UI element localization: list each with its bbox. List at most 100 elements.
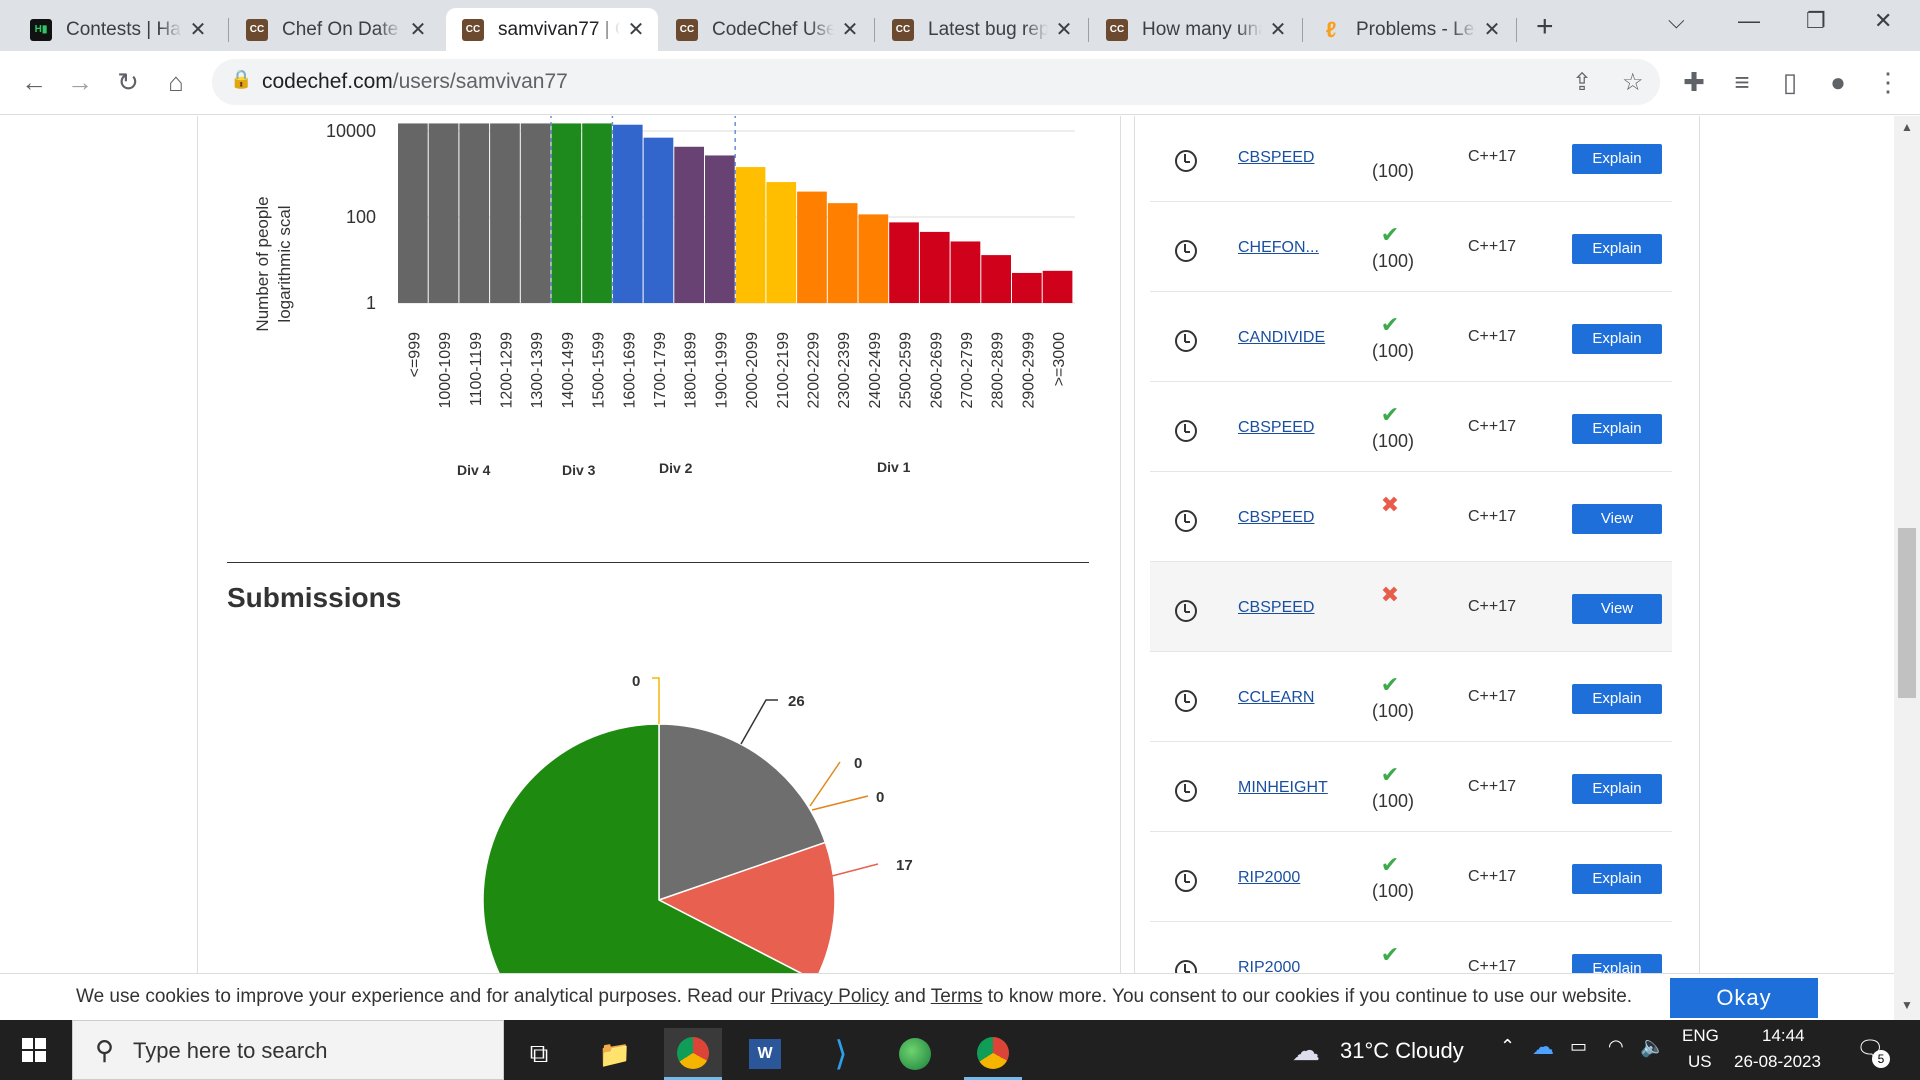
page-scrollbar[interactable]: ▲ ▼: [1894, 116, 1920, 1020]
volume-icon[interactable]: 🔈: [1640, 1036, 1665, 1058]
clock-icon[interactable]: [1175, 510, 1197, 532]
problem-link[interactable]: CCLEARN: [1238, 689, 1315, 706]
submission-language: C++17: [1468, 868, 1517, 885]
x-tick-label: 1200-1299: [498, 332, 515, 409]
vscode-icon[interactable]: ⟩: [834, 1035, 848, 1073]
cookie-okay-button[interactable]: Okay: [1670, 978, 1818, 1018]
close-icon[interactable]: ✕: [1483, 19, 1501, 41]
privacy-policy-link[interactable]: Privacy Policy: [770, 986, 889, 1007]
word-icon[interactable]: W: [736, 1028, 794, 1080]
chart-bar: [612, 124, 643, 303]
home-icon[interactable]: ⌂: [168, 67, 184, 97]
explain-button[interactable]: Explain: [1572, 234, 1662, 264]
bookmark-star-icon[interactable]: ☆: [1622, 69, 1644, 96]
side-panel-icon[interactable]: ▯: [1782, 67, 1798, 97]
tab-codechef-user[interactable]: CC CodeChef User Profile ✕: [660, 8, 872, 51]
problem-link[interactable]: MINHEIGHT: [1238, 779, 1328, 796]
battery-icon[interactable]: ▭: [1570, 1036, 1588, 1056]
div-2-label: Div 2: [659, 460, 693, 476]
wifi-icon[interactable]: ◠: [1608, 1036, 1624, 1056]
explain-button[interactable]: Explain: [1572, 864, 1662, 894]
address-bar[interactable]: 🔒 codechef.com/users/samvivan77 ⇪ ☆: [212, 59, 1660, 105]
browser-globe-icon[interactable]: [886, 1028, 944, 1080]
chrome-taskbar-icon[interactable]: [664, 1028, 722, 1080]
file-explorer-icon[interactable]: 📁: [598, 1038, 632, 1069]
share-icon[interactable]: ⇪: [1572, 69, 1593, 96]
tab-leetcode-problems[interactable]: ℓ Problems - LeetCode ✕: [1304, 8, 1514, 51]
tab-chef-on-date[interactable]: CC Chef On Date - CodeChef ✕: [230, 8, 440, 51]
minimize-button[interactable]: —: [1738, 8, 1760, 33]
close-icon[interactable]: ✕: [189, 19, 207, 41]
forward-icon[interactable]: →: [67, 67, 93, 97]
explain-button[interactable]: Explain: [1572, 324, 1662, 354]
url-text[interactable]: codechef.com/users/samvivan77: [262, 70, 568, 93]
back-icon[interactable]: ←: [21, 67, 47, 97]
explain-button[interactable]: Explain: [1572, 684, 1662, 714]
problem-link[interactable]: CANDIVIDE: [1238, 329, 1326, 346]
explain-button[interactable]: Explain: [1572, 144, 1662, 174]
problem-link[interactable]: CHEFON...: [1238, 239, 1319, 256]
windows-start-icon[interactable]: [22, 1038, 46, 1062]
tab-latest-bug-reports[interactable]: CC Latest bug reports ✕: [876, 8, 1086, 51]
submission-row: CANDIVIDE ✔ (100) C++17 Explain: [1150, 292, 1672, 382]
close-icon[interactable]: ✕: [1269, 19, 1287, 41]
problem-link[interactable]: RIP2000: [1238, 959, 1301, 976]
restore-button[interactable]: ❐: [1806, 8, 1826, 33]
clock-icon[interactable]: [1175, 780, 1197, 802]
reload-icon[interactable]: ↻: [117, 67, 139, 97]
tab-search-icon[interactable]: ⌵: [1668, 8, 1685, 33]
chart-bar: [827, 203, 858, 303]
submission-score: (100): [1372, 161, 1415, 181]
tab-how-many-unattempted[interactable]: CC How many unattempted ✕: [1090, 8, 1300, 51]
clock-icon[interactable]: [1175, 330, 1197, 352]
taskbar-search-box[interactable]: ⚲ Type here to search: [72, 1020, 504, 1080]
onedrive-icon[interactable]: ☁: [1532, 1034, 1554, 1059]
x-tick-label: 2400-2499: [867, 332, 884, 409]
codechef-icon: CC: [676, 18, 698, 41]
clock-icon[interactable]: [1175, 150, 1197, 172]
x-tick-label: 1100-1199: [468, 332, 485, 406]
close-icon[interactable]: ✕: [627, 19, 645, 41]
clock-date[interactable]: 26-08-2023: [1734, 1052, 1821, 1071]
terms-link[interactable]: Terms: [930, 986, 983, 1007]
show-hidden-icons-icon[interactable]: ⌃: [1500, 1036, 1516, 1056]
close-icon[interactable]: ✕: [1055, 19, 1073, 41]
tab-samvivan77-profile[interactable]: CC samvivan77 | CodeChef User Profile ✕: [446, 8, 658, 51]
pie-slice: [657, 841, 836, 982]
close-icon[interactable]: ✕: [841, 19, 859, 41]
chrome-profile-taskbar-icon[interactable]: [964, 1028, 1022, 1080]
codechef-icon: CC: [462, 18, 484, 41]
problem-link[interactable]: CBSPEED: [1238, 419, 1315, 436]
view-button[interactable]: View: [1572, 594, 1662, 624]
problem-link[interactable]: CBSPEED: [1238, 509, 1315, 526]
scroll-up-arrow-icon[interactable]: ▲: [1901, 120, 1913, 134]
clock-icon[interactable]: [1175, 690, 1197, 712]
input-language-bottom[interactable]: US: [1688, 1052, 1712, 1071]
weather-text[interactable]: 31°C Cloudy: [1340, 1038, 1464, 1063]
scrollbar-thumb[interactable]: [1898, 528, 1916, 698]
media-control-icon[interactable]: ≡: [1734, 67, 1750, 97]
extensions-icon[interactable]: ✚: [1683, 67, 1705, 97]
clock-time[interactable]: 14:44: [1762, 1026, 1805, 1045]
view-button[interactable]: View: [1572, 504, 1662, 534]
task-view-icon[interactable]: ⧉: [529, 1038, 549, 1068]
clock-icon[interactable]: [1175, 600, 1197, 622]
clock-icon[interactable]: [1175, 240, 1197, 262]
problem-link[interactable]: RIP2000: [1238, 869, 1301, 886]
close-icon[interactable]: ✕: [409, 19, 427, 41]
menu-kebab-icon[interactable]: ⋮: [1875, 67, 1901, 97]
explain-button[interactable]: Explain: [1572, 774, 1662, 804]
scroll-down-arrow-icon[interactable]: ▼: [1901, 998, 1913, 1012]
x-tick-label: 2600-2699: [928, 332, 945, 409]
input-language-top[interactable]: ENG: [1682, 1026, 1719, 1045]
cloud-icon[interactable]: ☁: [1292, 1035, 1320, 1066]
clock-icon[interactable]: [1175, 420, 1197, 442]
problem-link[interactable]: CBSPEED: [1238, 149, 1315, 166]
profile-avatar-icon[interactable]: ●: [1830, 67, 1846, 97]
close-window-button[interactable]: ✕: [1874, 8, 1893, 33]
explain-button[interactable]: Explain: [1572, 414, 1662, 444]
tab-hackerrank[interactable]: H▮ Contests | HackerRank ✕: [14, 8, 220, 51]
new-tab-button[interactable]: +: [1536, 10, 1554, 43]
problem-link[interactable]: CBSPEED: [1238, 599, 1315, 616]
clock-icon[interactable]: [1175, 870, 1197, 892]
